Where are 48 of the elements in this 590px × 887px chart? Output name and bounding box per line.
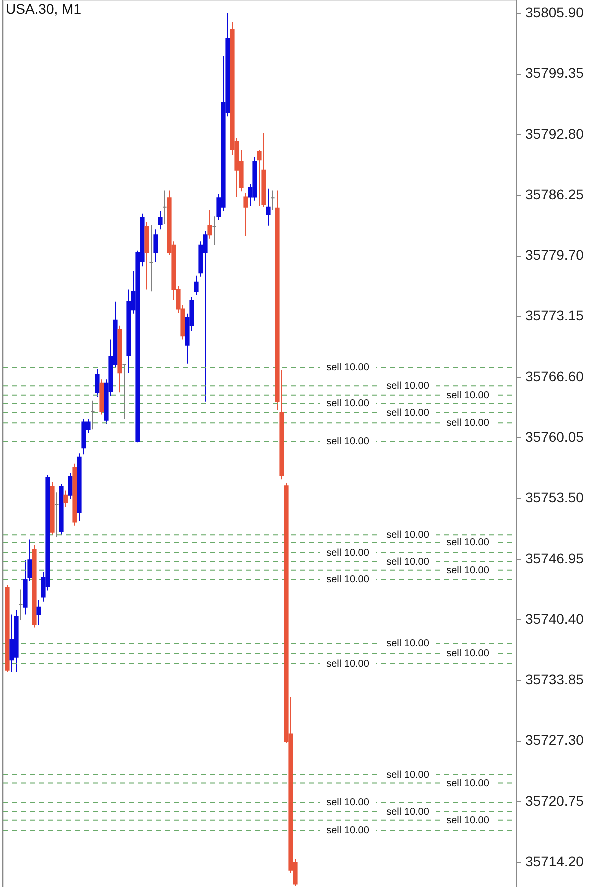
candlestick [194,275,199,296]
y-tick-label: 35740.40 [526,610,584,627]
y-tick-label: 35799.35 [526,65,584,82]
candlestick [64,490,68,508]
ref-line-label: sell 10.00 [386,530,430,542]
ref-line-label: sell 10.00 [446,390,490,402]
y-tick-label: 35779.70 [526,247,584,264]
ref-line-label: sell 10.00 [386,557,430,568]
ref-line-label: sell 10.00 [386,408,430,419]
candlestick [266,188,271,226]
ref-line-label: sell 10.00 [326,362,370,374]
y-tick-label: 35786.25 [526,186,584,202]
ref-line-label: sell 10.00 [326,398,370,410]
y-tick-label: 35792.80 [526,126,584,142]
ref-line-label: sell 10.00 [446,418,490,430]
candlestick [68,472,73,500]
ref-line-label: sell 10.00 [326,548,370,559]
y-tick-label: 35720.75 [526,792,584,809]
candlestick [208,210,212,240]
y-tick-label: 35733.85 [526,672,584,688]
candlestick [154,229,158,263]
ref-line-label: sell 10.00 [326,826,370,837]
y-tick-label: 35753.50 [526,490,584,506]
ref-line-label: sell 10.00 [386,638,430,650]
y-tick-label: 35805.90 [526,4,584,20]
ref-line-label: sell 10.00 [326,658,370,670]
candlestick [244,193,248,237]
candlestick [95,368,100,398]
ref-line-label: sell 10.00 [386,381,430,392]
y-tick-label: 35766.60 [526,368,584,384]
ref-line-label: sell 10.00 [386,807,430,818]
ref-line-label: sell 10.00 [326,798,370,809]
candlestick [36,599,42,626]
y-tick-label: 35773.15 [526,308,584,324]
y-tick-label: 35746.95 [526,550,584,566]
candlestick [158,210,163,230]
ref-line-label: sell 10.00 [446,778,490,790]
ref-line-label: sell 10.00 [446,648,490,660]
y-tick-label: 35714.20 [526,854,584,870]
ref-line-label: sell 10.00 [446,815,490,826]
ref-line-label: sell 10.00 [446,538,490,549]
ref-line-label: sell 10.00 [386,770,430,781]
chart-title: USA.30, M1 [6,1,82,17]
ref-line-label: sell 10.00 [446,565,490,576]
ref-line-label: sell 10.00 [326,436,370,448]
ref-line-label: sell 10.00 [326,574,370,586]
y-tick-label: 35727.30 [526,732,584,748]
y-tick-label: 35760.05 [526,428,584,445]
